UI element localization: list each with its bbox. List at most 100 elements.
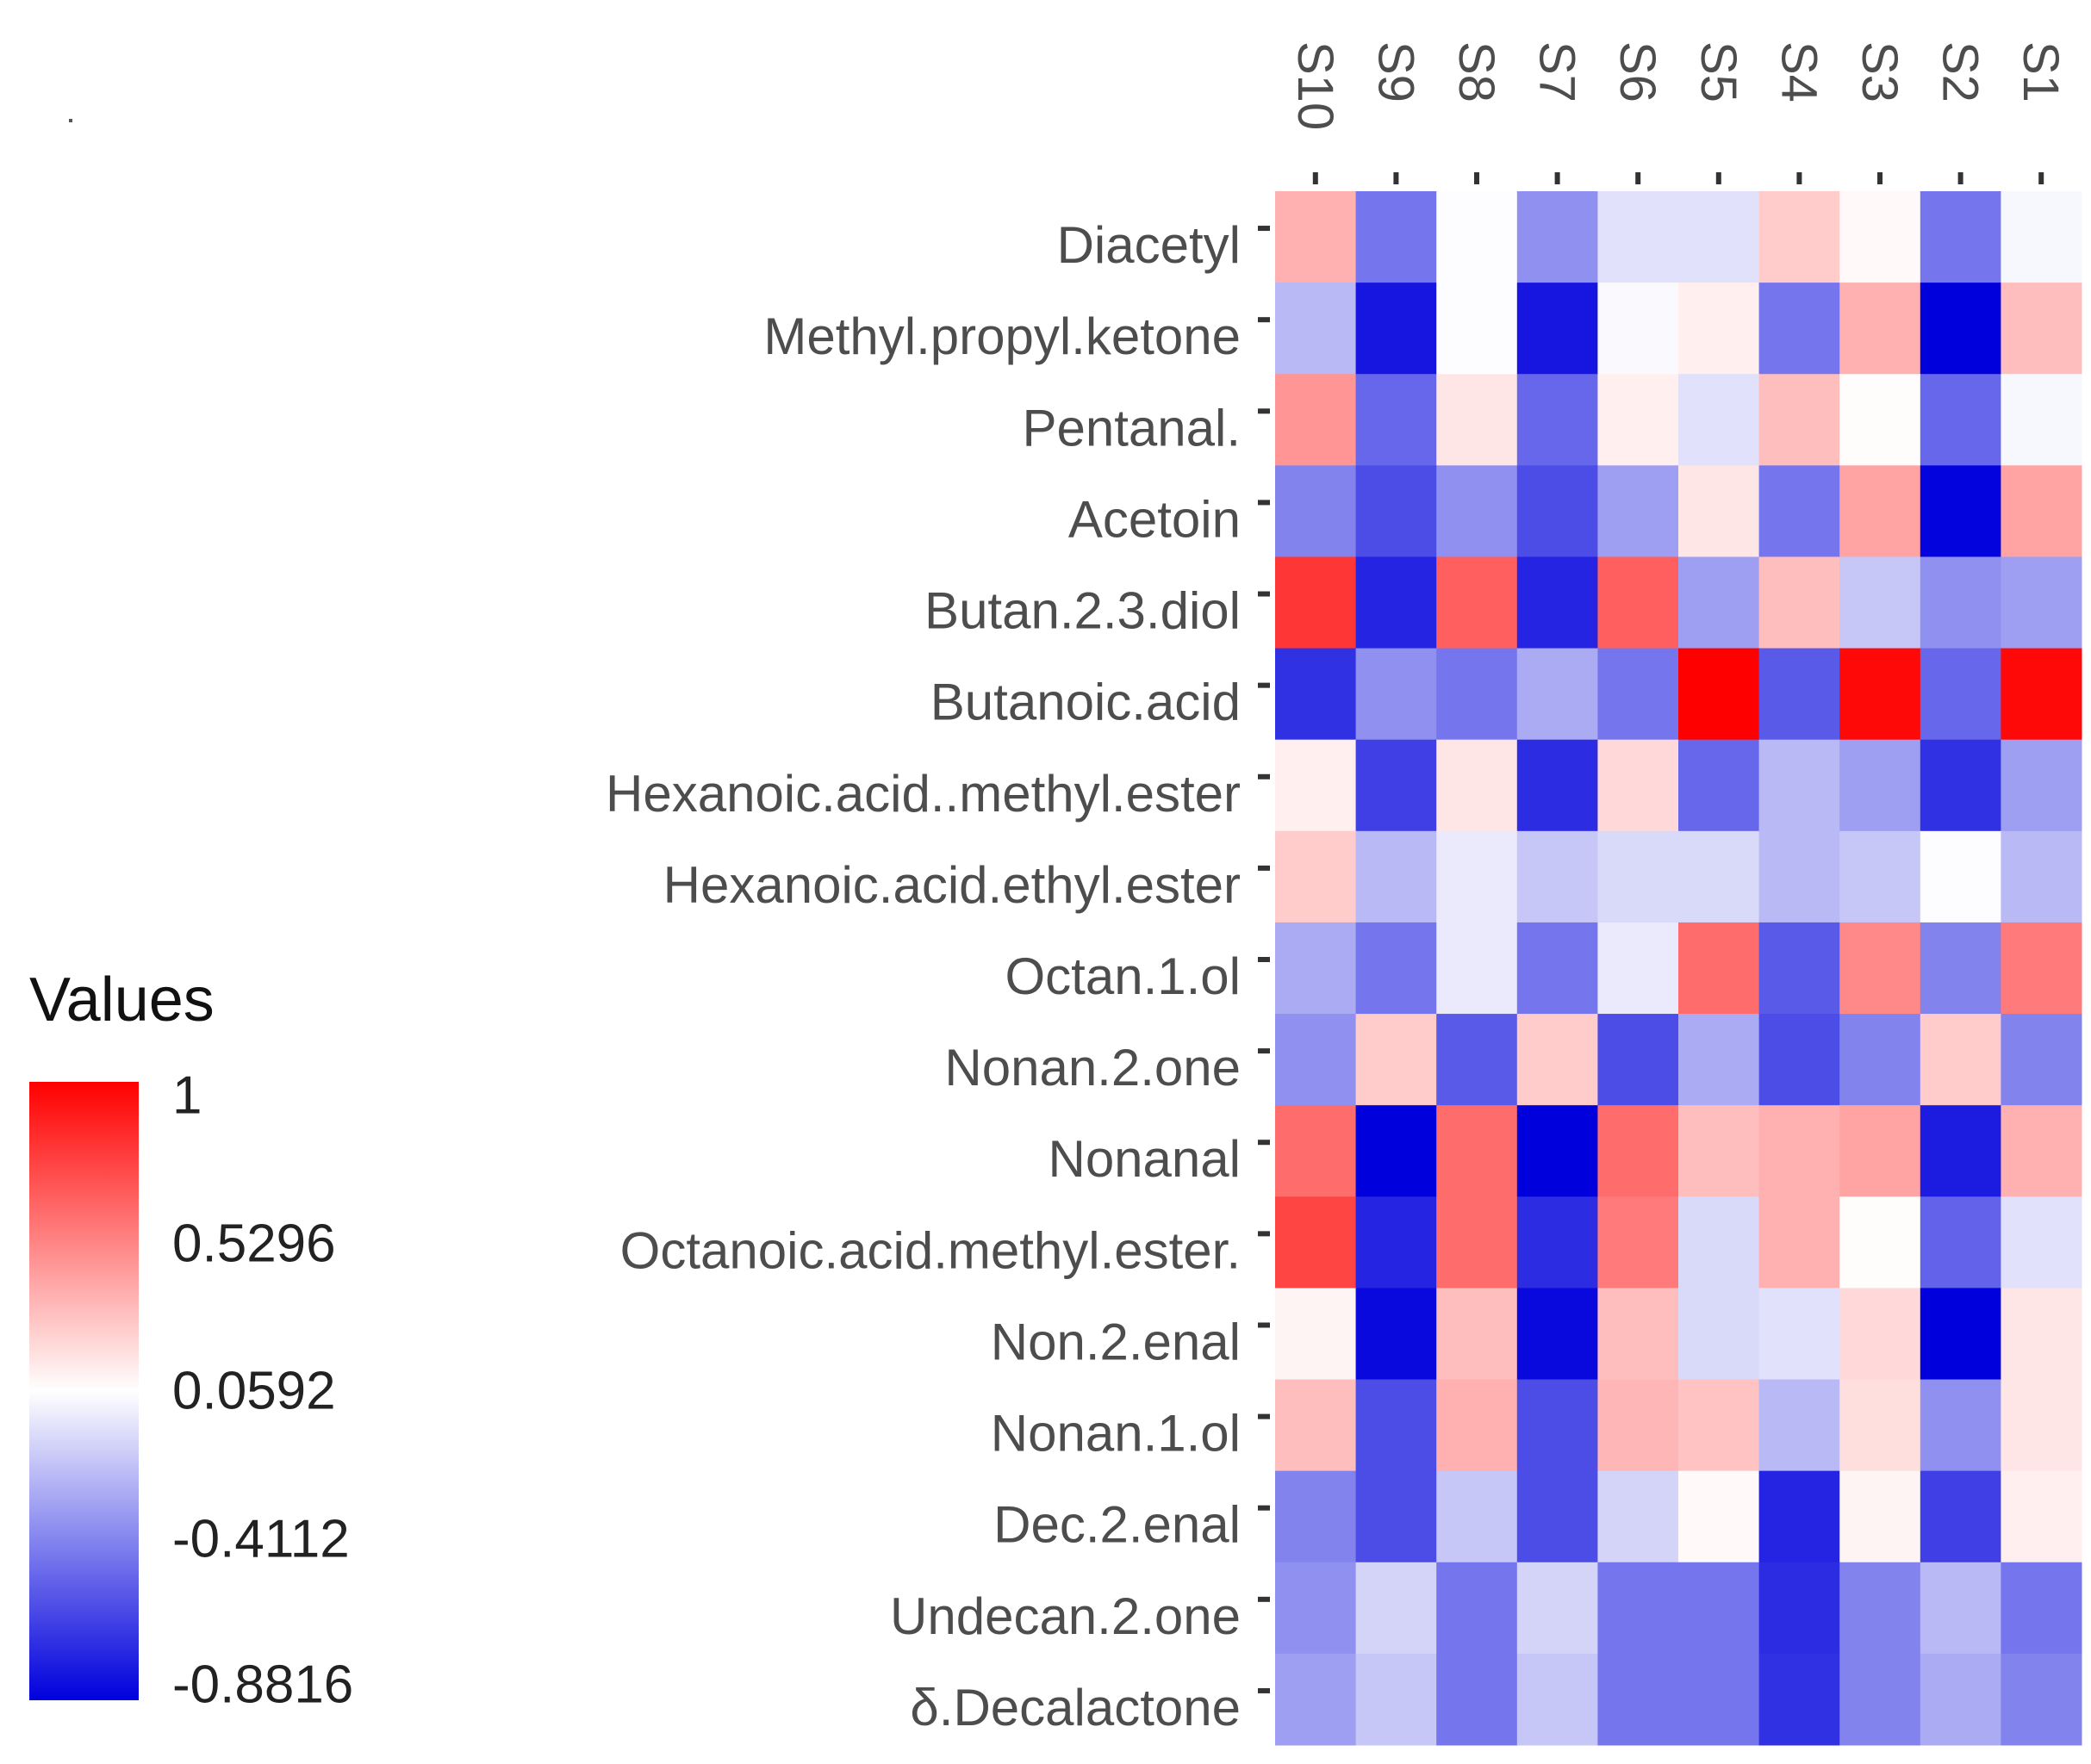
heatmap-cell (1678, 1379, 1760, 1472)
row-label: Methyl.propyl.ketone (763, 307, 1241, 365)
heatmap-cell (1920, 1470, 2001, 1563)
heatmap-cell (1920, 283, 2001, 375)
heatmap-cell (1920, 1653, 2001, 1746)
heatmap-cell (2001, 922, 2082, 1015)
heatmap-cell (1275, 556, 1357, 649)
heatmap-cell (1920, 1379, 2001, 1472)
heatmap-cell (1597, 374, 1679, 466)
heatmap-cell (1355, 1014, 1437, 1106)
heatmap-cell (1275, 1653, 1357, 1746)
heatmap-cell (1758, 1653, 1840, 1746)
heatmap-cell (1839, 465, 1921, 557)
heatmap-cell (1758, 283, 1840, 375)
heatmap-cell (1516, 191, 1598, 283)
column-label: S2 (1932, 41, 1988, 102)
heatmap-cell (1516, 556, 1598, 649)
heatmap-cell (2001, 1014, 2082, 1106)
heatmap-cell (1678, 1653, 1760, 1746)
heatmap-cell (1678, 830, 1760, 923)
heatmap-cell (1758, 1562, 1840, 1655)
heatmap-cell (1355, 922, 1437, 1015)
heatmap-cell (1758, 922, 1840, 1015)
heatmap-cell (1678, 1288, 1760, 1381)
heatmap-cell (1516, 648, 1598, 741)
heatmap-cell (1758, 465, 1840, 557)
heatmap-cell (1516, 1196, 1598, 1289)
row-label: Dec.2.enal (993, 1496, 1241, 1554)
heatmap-cell (1678, 1105, 1760, 1197)
heatmap-cell (1839, 1014, 1921, 1106)
row-label: Hexanoic.acid..methyl.ester (606, 765, 1241, 823)
heatmap-cell (1436, 191, 1518, 283)
colorbar-tick: 1 (172, 1065, 202, 1126)
heatmap-cell (1355, 1105, 1437, 1197)
heatmap-cell (1839, 1470, 1921, 1563)
heatmap-cell (1516, 1653, 1598, 1746)
column-label: S6 (1609, 41, 1665, 102)
heatmap-cell (1436, 739, 1518, 832)
heatmap-cell (1355, 1288, 1437, 1381)
heatmap-cell (2001, 648, 2082, 741)
heatmap-cell (1355, 1653, 1437, 1746)
colorbar-tick: 0.5296 (172, 1214, 336, 1274)
heatmap-cell (1839, 922, 1921, 1015)
heatmap-cell (1275, 1196, 1357, 1289)
heatmap-cell (1597, 648, 1679, 741)
heatmap-cell (1436, 1470, 1518, 1563)
heatmap-cell (2001, 374, 2082, 466)
heatmap-cell (1678, 1470, 1760, 1563)
heatmap-cell (1436, 465, 1518, 557)
heatmap-cell (1920, 1562, 2001, 1655)
heatmap-cell (1597, 1014, 1679, 1106)
heatmap-cell (1355, 465, 1437, 557)
heatmap-cell (1355, 1379, 1437, 1472)
heatmap-cell (1678, 1014, 1760, 1106)
heatmap-cell (1436, 1562, 1518, 1655)
heatmap-cell (1758, 1379, 1840, 1472)
heatmap-cell (1597, 1105, 1679, 1197)
heatmap-cell (1597, 739, 1679, 832)
colorbar-tick: -0.4112 (172, 1509, 350, 1569)
heatmap-cell (1597, 191, 1679, 283)
heatmap-cell (1839, 1653, 1921, 1746)
heatmap-cell (1597, 465, 1679, 557)
heatmap-cell (1597, 830, 1679, 923)
row-label: Undecan.2.one (890, 1587, 1241, 1645)
heatmap-cell (1436, 830, 1518, 923)
heatmap-cell (1275, 1105, 1357, 1197)
heatmap-cell (1436, 648, 1518, 741)
heatmap-cell (1436, 1288, 1518, 1381)
heatmap-cell (1355, 556, 1437, 649)
heatmap-cell (1355, 374, 1437, 466)
heatmap-cell (1758, 830, 1840, 923)
heatmap-cell (1355, 283, 1437, 375)
heatmap-cell (1436, 1196, 1518, 1289)
heatmap-cell (1275, 648, 1357, 741)
heatmap-cell (1436, 374, 1518, 466)
legend-title: Values (29, 966, 215, 1034)
heatmap-cell (1839, 1562, 1921, 1655)
heatmap-cell (2001, 556, 2082, 649)
heatmap-cell (1516, 830, 1598, 923)
heatmap-cell (1275, 830, 1357, 923)
heatmap-cell (1275, 1379, 1357, 1472)
heatmap-cell (1678, 556, 1760, 649)
heatmap-cell (1355, 1196, 1437, 1289)
heatmap-cell (1839, 739, 1921, 832)
heatmap-cell (1920, 922, 2001, 1015)
row-label: Acetoin (1068, 490, 1241, 548)
heatmap-cell (1436, 1653, 1518, 1746)
heatmap-cell (1355, 830, 1437, 923)
row-label: Hexanoic.acid.ethyl.ester (663, 856, 1241, 914)
heatmap-cell (1597, 1653, 1679, 1746)
heatmap-cell (1839, 374, 1921, 466)
heatmap-cell (1758, 1196, 1840, 1289)
heatmap-cell (2001, 739, 2082, 832)
heatmap-cell (1678, 374, 1760, 466)
heatmap-cell (2001, 1470, 2082, 1563)
row-label: Non.2.enal (991, 1313, 1241, 1370)
column-label: S9 (1367, 41, 1423, 102)
column-label: S3 (1851, 41, 1907, 102)
heatmap-cell (1275, 191, 1357, 283)
